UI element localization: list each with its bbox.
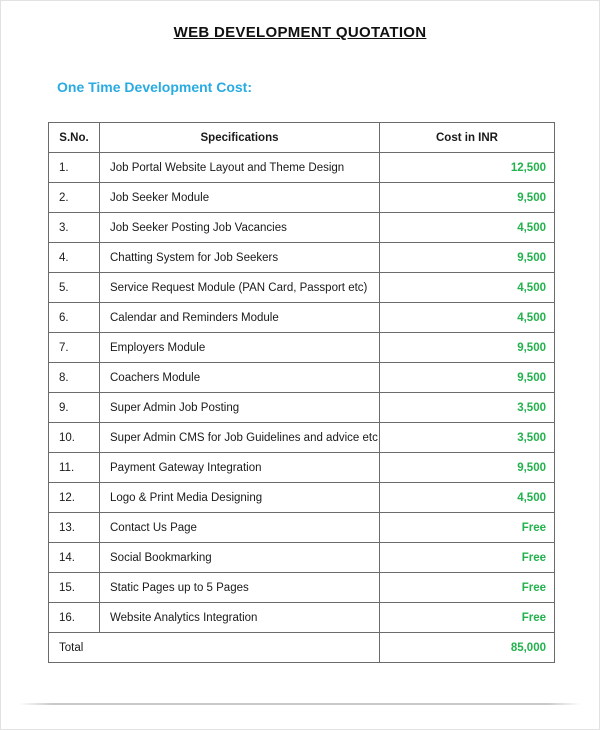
row-spec: Contact Us Page: [99, 512, 380, 543]
row-sno: 12.: [48, 482, 100, 513]
table-row: 2. Job Seeker Module 9,500: [48, 182, 555, 213]
row-sno: 16.: [48, 602, 100, 633]
table-row: 12. Logo & Print Media Designing 4,500: [48, 482, 555, 513]
row-spec: Social Bookmarking: [99, 542, 380, 573]
header-row: S.No. Specifications Cost in INR: [48, 122, 555, 153]
table-header: S.No. Specifications Cost in INR: [48, 122, 555, 153]
row-spec: Job Seeker Posting Job Vacancies: [99, 212, 380, 243]
row-cost: 9,500: [379, 332, 555, 363]
row-spec: Calendar and Reminders Module: [99, 302, 380, 333]
header-spec: Specifications: [99, 122, 380, 153]
row-cost: 4,500: [379, 482, 555, 513]
table-row: 14. Social Bookmarking Free: [48, 542, 555, 573]
header-sno: S.No.: [48, 122, 100, 153]
row-spec: Chatting System for Job Seekers: [99, 242, 380, 273]
table-row: 7. Employers Module 9,500: [48, 332, 555, 363]
row-sno: 15.: [48, 572, 100, 603]
total-label: Total: [48, 632, 380, 663]
row-cost: Free: [379, 512, 555, 543]
row-sno: 2.: [48, 182, 100, 213]
quotation-table: S.No. Specifications Cost in INR 1. Job …: [48, 122, 555, 663]
row-sno: 4.: [48, 242, 100, 273]
row-cost: 12,500: [379, 152, 555, 183]
total-row: Total 85,000: [48, 632, 555, 663]
row-sno: 6.: [48, 302, 100, 333]
row-sno: 13.: [48, 512, 100, 543]
row-spec: Logo & Print Media Designing: [99, 482, 380, 513]
row-spec: Static Pages up to 5 Pages: [99, 572, 380, 603]
row-spec: Employers Module: [99, 332, 380, 363]
row-sno: 8.: [48, 362, 100, 393]
row-sno: 1.: [48, 152, 100, 183]
table-footer: Total 85,000: [48, 632, 555, 663]
row-sno: 9.: [48, 392, 100, 423]
row-cost: 9,500: [379, 242, 555, 273]
table-row: 11. Payment Gateway Integration 9,500: [48, 452, 555, 483]
table-row: 15. Static Pages up to 5 Pages Free: [48, 572, 555, 603]
row-cost: 9,500: [379, 362, 555, 393]
row-sno: 3.: [48, 212, 100, 243]
table-row: 16. Website Analytics Integration Free: [48, 602, 555, 633]
row-cost: 4,500: [379, 212, 555, 243]
header-cost: Cost in INR: [379, 122, 555, 153]
row-sno: 5.: [48, 272, 100, 303]
row-spec: Service Request Module (PAN Card, Passpo…: [99, 272, 380, 303]
table-row: 5. Service Request Module (PAN Card, Pas…: [48, 272, 555, 303]
table-row: 4. Chatting System for Job Seekers 9,500: [48, 242, 555, 273]
row-cost: 3,500: [379, 392, 555, 423]
row-sno: 10.: [48, 422, 100, 453]
table-body: 1. Job Portal Website Layout and Theme D…: [48, 152, 555, 633]
row-spec: Super Admin CMS for Job Guidelines and a…: [99, 422, 380, 453]
row-cost: Free: [379, 602, 555, 633]
row-spec: Website Analytics Integration: [99, 602, 380, 633]
row-cost: Free: [379, 542, 555, 573]
row-spec: Super Admin Job Posting: [99, 392, 380, 423]
table-row: 8. Coachers Module 9,500: [48, 362, 555, 393]
row-cost: 4,500: [379, 272, 555, 303]
table-row: 9. Super Admin Job Posting 3,500: [48, 392, 555, 423]
row-cost: 4,500: [379, 302, 555, 333]
row-spec: Job Portal Website Layout and Theme Desi…: [99, 152, 380, 183]
row-spec: Coachers Module: [99, 362, 380, 393]
row-cost: 9,500: [379, 452, 555, 483]
page-bottom-shadow: [19, 703, 581, 705]
total-value: 85,000: [379, 632, 555, 663]
page-title: WEB DEVELOPMENT QUOTATION: [173, 24, 427, 41]
row-cost: Free: [379, 572, 555, 603]
table-row: 1. Job Portal Website Layout and Theme D…: [48, 152, 555, 183]
section-heading: One Time Development Cost:: [57, 79, 253, 95]
table-row: 13. Contact Us Page Free: [48, 512, 555, 543]
row-sno: 7.: [48, 332, 100, 363]
table-row: 6. Calendar and Reminders Module 4,500: [48, 302, 555, 333]
table-row: 10. Super Admin CMS for Job Guidelines a…: [48, 422, 555, 453]
row-sno: 14.: [48, 542, 100, 573]
table-row: 3. Job Seeker Posting Job Vacancies 4,50…: [48, 212, 555, 243]
row-cost: 9,500: [379, 182, 555, 213]
row-sno: 11.: [48, 452, 100, 483]
row-spec: Payment Gateway Integration: [99, 452, 380, 483]
row-spec: Job Seeker Module: [99, 182, 380, 213]
row-cost: 3,500: [379, 422, 555, 453]
